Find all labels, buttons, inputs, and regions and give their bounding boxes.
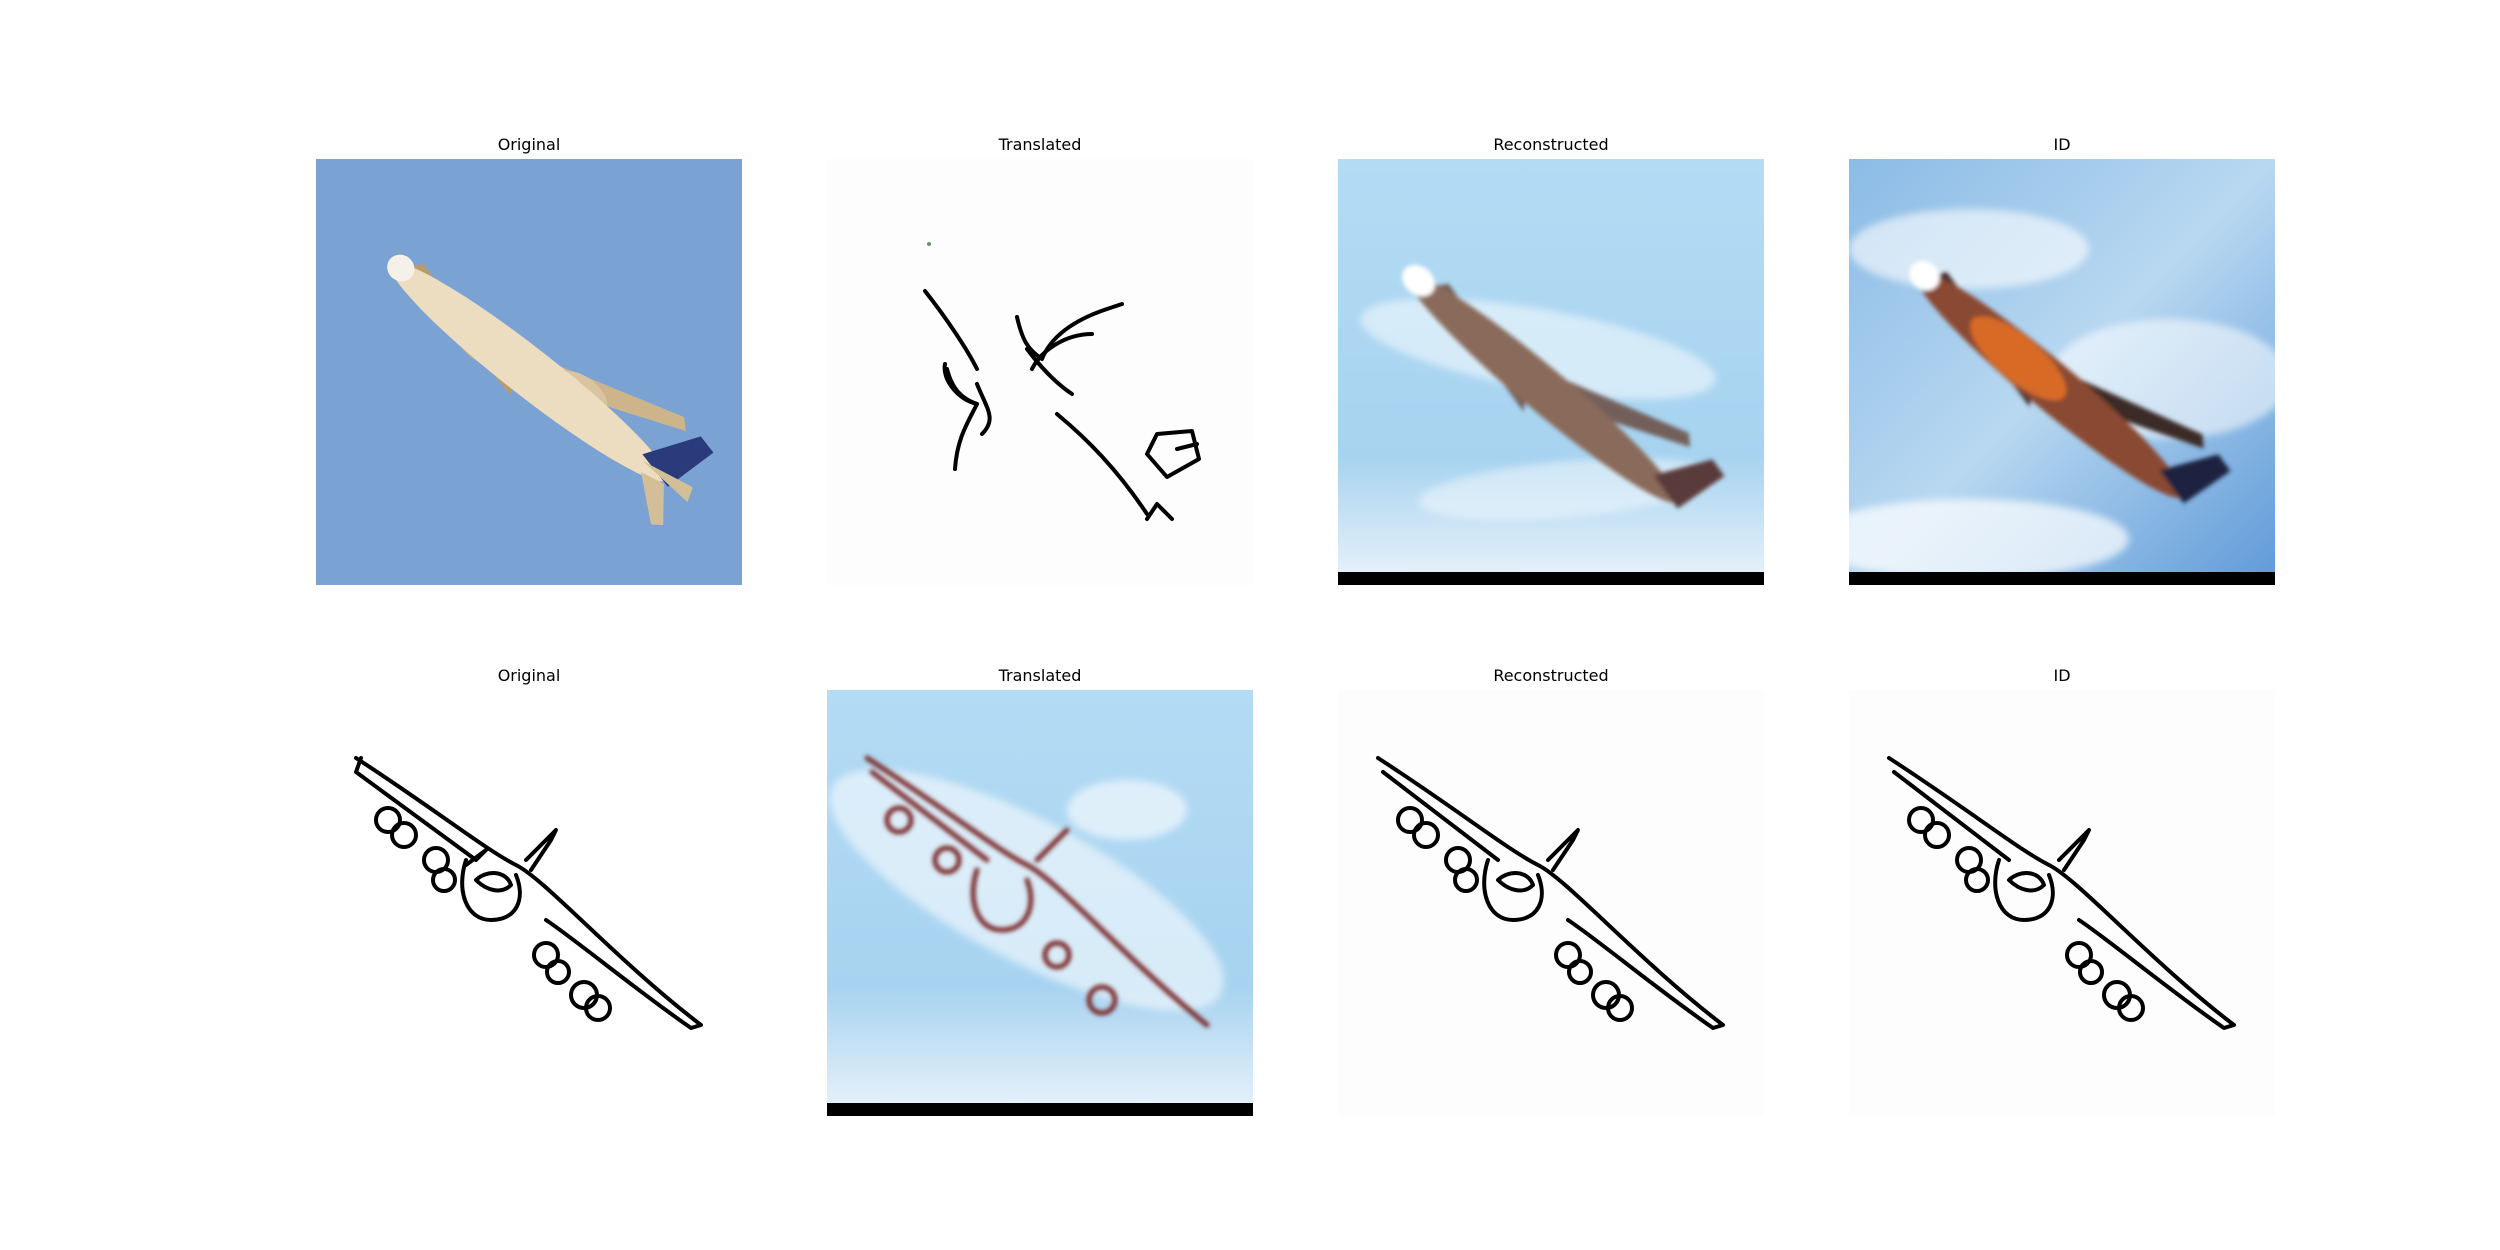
panel-title: ID: [2053, 135, 2071, 154]
panel-title: Translated: [998, 135, 1082, 154]
id-photo-panel: [1849, 159, 2275, 585]
reconstructed-photo-panel: [1338, 159, 1764, 585]
airplane-sketch-image: [1338, 690, 1764, 1116]
panel-title: Original: [497, 135, 561, 154]
airplane-sketch-image: [827, 159, 1253, 585]
reconstructed-sketch-panel: [1338, 690, 1764, 1116]
panel-title: Reconstructed: [1493, 135, 1609, 154]
airplane-sketch-image: [316, 690, 742, 1116]
translated-photo-panel: [827, 690, 1253, 1116]
airplane-sketch-image: [1849, 690, 2275, 1116]
panel-title: Reconstructed: [1493, 666, 1609, 685]
id-sketch-panel: [1849, 690, 2275, 1116]
panel-title: ID: [2053, 666, 2071, 685]
original-photo-panel: [316, 159, 742, 585]
original-sketch-panel: [316, 690, 742, 1116]
airplane-id-image: [1849, 159, 2275, 585]
panel-title: Translated: [998, 666, 1082, 685]
panel-title: Original: [497, 666, 561, 685]
airplane-photo-image: [316, 159, 742, 585]
airplane-generated-photo-image: [827, 690, 1253, 1116]
translated-sketch-panel: [827, 159, 1253, 585]
airplane-reconstructed-image: [1338, 159, 1764, 585]
